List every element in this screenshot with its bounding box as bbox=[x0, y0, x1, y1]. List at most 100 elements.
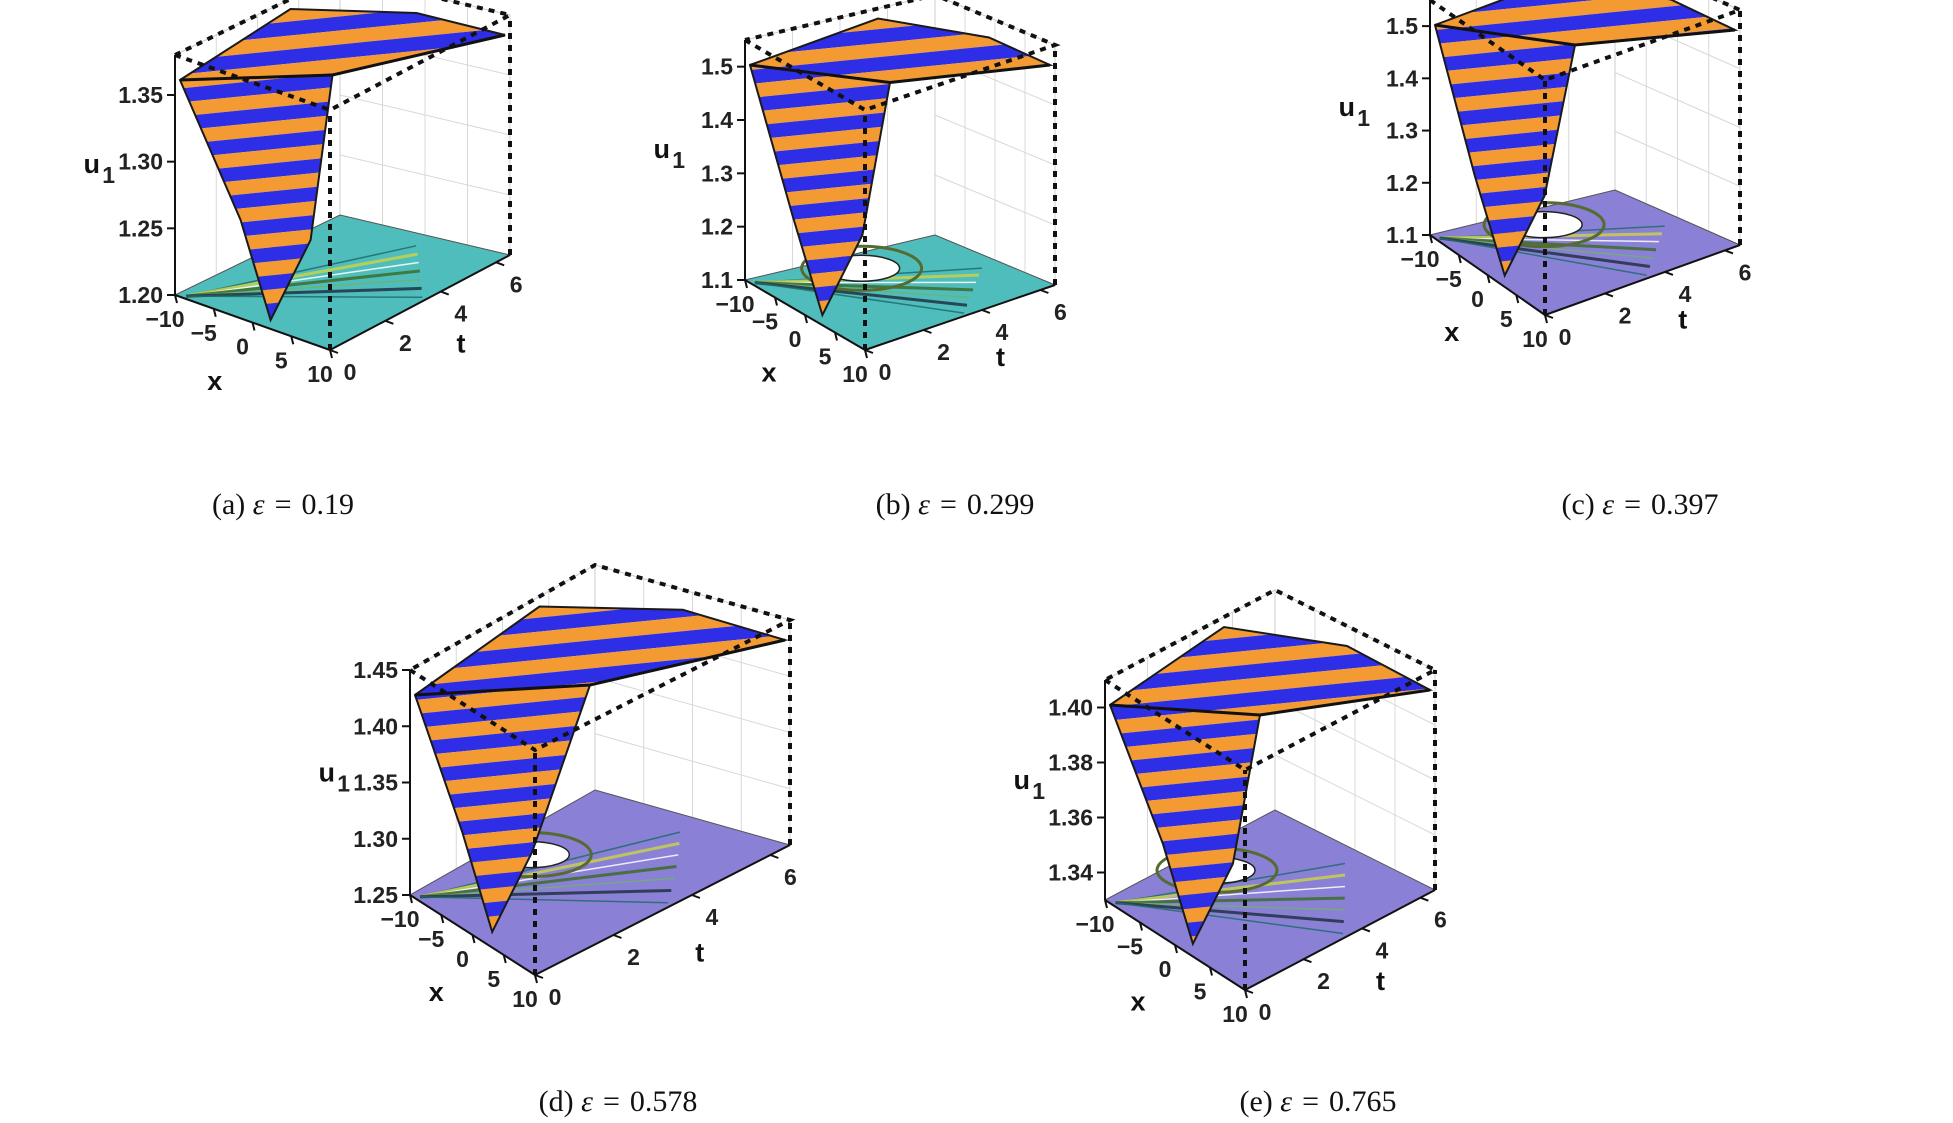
t-tick bbox=[1544, 314, 1554, 319]
t-tick bbox=[1604, 292, 1614, 298]
t-tick-label: 0 bbox=[549, 984, 562, 1010]
t-tick-label: 4 bbox=[706, 904, 719, 930]
t-axis-line bbox=[329, 254, 511, 351]
t-axis-label: t bbox=[1376, 966, 1385, 996]
z-tick-label: 1.34 bbox=[1048, 860, 1093, 886]
t-tick-label: 4 bbox=[454, 301, 467, 327]
x-tick bbox=[1174, 944, 1178, 954]
t-tick-label: 4 bbox=[1376, 937, 1389, 963]
floor-contour-line bbox=[419, 865, 677, 899]
x-tick bbox=[502, 954, 507, 964]
x-tick bbox=[1457, 254, 1462, 264]
z-tick-label: 1.30 bbox=[118, 149, 163, 175]
t-axis-line bbox=[864, 284, 1056, 351]
floor-contour-line bbox=[754, 281, 965, 314]
x-tick-label: −10 bbox=[715, 291, 754, 317]
z-tick-label: 1.45 bbox=[353, 657, 398, 683]
caption-e: (e) ε = 0.765 bbox=[1239, 1085, 1396, 1119]
box-top-edges bbox=[743, 0, 1061, 113]
z-tick-label: 1.30 bbox=[353, 826, 398, 852]
grid-line bbox=[594, 677, 791, 733]
x-tick-label: 10 bbox=[512, 986, 538, 1012]
t-tick-label: 6 bbox=[1054, 299, 1067, 325]
caption-c-value: 0.397 bbox=[1651, 488, 1719, 521]
floor-contour-line bbox=[420, 896, 668, 904]
x-tick-label: −5 bbox=[191, 320, 217, 346]
caption-a-label: (a) bbox=[211, 488, 246, 521]
t-tick bbox=[864, 349, 874, 354]
t-tick-label: 0 bbox=[1559, 324, 1572, 350]
floor-contour-line bbox=[419, 841, 680, 899]
z-axis-label: u bbox=[84, 149, 101, 179]
z-tick-label: 1.1 bbox=[701, 267, 733, 293]
t-tick-label: 2 bbox=[1317, 968, 1330, 994]
z-tick-label: 1.5 bbox=[1386, 13, 1418, 39]
surface-band bbox=[180, 9, 505, 69]
x-tick bbox=[1244, 989, 1248, 999]
x-tick bbox=[1544, 314, 1548, 324]
caption-e-equals: = bbox=[1302, 1085, 1320, 1118]
grid-line bbox=[1274, 699, 1436, 781]
z-tick-label: 1.38 bbox=[1048, 750, 1093, 776]
floor-contour-line bbox=[185, 269, 420, 298]
t-tick bbox=[1420, 896, 1429, 902]
z-axis-label-subscript: 1 bbox=[1032, 778, 1045, 804]
floor-contour-line bbox=[1115, 901, 1345, 911]
z-tick-label: 1.25 bbox=[118, 215, 163, 241]
t-axis-label: t bbox=[695, 938, 704, 968]
x-tick-label: 5 bbox=[487, 966, 500, 992]
grid-line bbox=[339, 94, 511, 136]
x-tick-label: 5 bbox=[1500, 306, 1513, 332]
x-tick-label: −5 bbox=[752, 309, 778, 335]
x-tick-label: 10 bbox=[1522, 326, 1548, 352]
z-axis-label: u bbox=[654, 134, 671, 164]
t-tick bbox=[981, 309, 991, 314]
t-tick-label: 6 bbox=[1434, 907, 1447, 933]
floor-contour-ellipse bbox=[800, 244, 924, 292]
floor-contour-line bbox=[1115, 901, 1344, 924]
x-tick-label: −10 bbox=[380, 906, 419, 932]
caption-c-equals: = bbox=[1624, 488, 1642, 521]
surface-band bbox=[1110, 627, 1430, 701]
x-axis-label: x bbox=[429, 977, 444, 1007]
x-tick bbox=[440, 914, 445, 924]
box-top-edges bbox=[408, 562, 796, 753]
z-axis-label-subscript: 1 bbox=[1357, 105, 1370, 131]
t-tick bbox=[1244, 989, 1254, 994]
t-tick-label: 2 bbox=[1619, 302, 1632, 328]
x-tick-label: 10 bbox=[842, 361, 868, 387]
surface-band bbox=[750, 18, 1050, 79]
x-tick bbox=[834, 332, 838, 341]
panel-e: −10 −5 0 5 10 x 0 2 4 6 t 1.34 1.36 1.38 1.40 u 1 bbox=[1014, 587, 1625, 1050]
z-axis-label: u bbox=[1339, 92, 1356, 122]
t-tick bbox=[495, 261, 505, 267]
x-tick-label: −5 bbox=[418, 926, 444, 952]
t-axis-label: t bbox=[1678, 305, 1687, 335]
x-tick bbox=[1209, 967, 1213, 976]
surface-band bbox=[180, 9, 505, 83]
t-tick bbox=[691, 894, 701, 899]
surface-band bbox=[750, 32, 1050, 107]
caption-a: (a) ε = 0.19 bbox=[212, 488, 354, 522]
t-tick-label: 0 bbox=[344, 359, 357, 385]
caption-b-label: (b) bbox=[875, 488, 911, 521]
surface-band bbox=[1435, 0, 1735, 39]
caption-e-value: 0.765 bbox=[1329, 1085, 1397, 1118]
x-tick-label: 0 bbox=[1471, 286, 1484, 312]
t-tick bbox=[385, 319, 394, 325]
x-tick-label: 5 bbox=[275, 347, 288, 373]
surface-ridge bbox=[1434, 23, 1736, 47]
caption-b-symbol: ε bbox=[918, 488, 930, 521]
x-tick-label: −5 bbox=[1117, 934, 1143, 960]
caption-d-symbol: ε bbox=[581, 1085, 593, 1118]
x-axis-label: x bbox=[761, 358, 776, 388]
caption-e-label: (e) bbox=[1239, 1085, 1273, 1118]
surface-ridge bbox=[1109, 688, 1431, 717]
t-tick bbox=[1303, 958, 1312, 964]
x-axis-label: x bbox=[1130, 987, 1145, 1017]
caption-d: (d) ε = 0.578 bbox=[539, 1085, 698, 1119]
t-axis-label: t bbox=[457, 328, 466, 358]
t-axis-line bbox=[1244, 889, 1436, 991]
